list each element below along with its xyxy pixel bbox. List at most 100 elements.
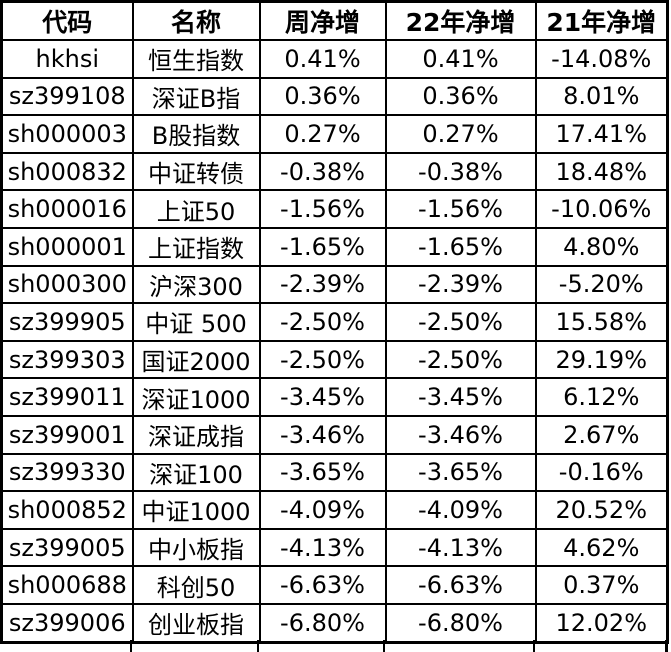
cell-name[interactable]: 上证50 [131, 189, 261, 229]
cell-y21-net[interactable]: 12.02% [534, 602, 669, 644]
cell-code[interactable]: sz399905 [0, 302, 134, 342]
cell-name[interactable]: B股指数 [131, 114, 261, 154]
cell-week-net[interactable]: -4.13% [258, 527, 387, 568]
cell-week-net[interactable]: -2.50% [258, 339, 387, 380]
cell-name[interactable]: 深证1000 [131, 377, 261, 417]
cell-name[interactable]: 深证100 [131, 452, 261, 493]
cell-y22-net[interactable]: 0.41% [384, 39, 537, 79]
table-row: sh000852 中证1000 -4.09% -4.09% 20.52% [0, 490, 669, 530]
cell-code[interactable]: sh000832 [0, 151, 134, 192]
cell-week-net[interactable]: -2.39% [258, 264, 387, 305]
cell-y22-net[interactable]: -3.65% [384, 452, 537, 493]
cell-week-net[interactable]: -3.45% [258, 377, 387, 417]
cell-y21-net[interactable]: 29.19% [534, 339, 669, 380]
cell-week-net[interactable]: -3.46% [258, 414, 387, 455]
table-row: sz399005 中小板指 -4.13% -4.13% 4.62% [0, 527, 669, 568]
cell-week-net[interactable]: 0.41% [258, 39, 387, 79]
table-row: sz399108 深证B指 0.36% 0.36% 8.01% [0, 76, 669, 117]
gridline-stub [130, 640, 132, 652]
table-row: sz399330 深证100 -3.65% -3.65% -0.16% [0, 452, 669, 493]
cell-y22-net[interactable]: -6.63% [384, 565, 537, 605]
cell-name[interactable]: 科创50 [131, 565, 261, 605]
cell-code[interactable]: sh000003 [0, 114, 134, 154]
cell-code[interactable]: sz399006 [0, 602, 134, 644]
cell-name[interactable]: 中证1000 [131, 490, 261, 530]
cell-y22-net[interactable]: -1.56% [384, 189, 537, 229]
cell-y21-net[interactable]: -14.08% [534, 39, 669, 79]
column-header-y22-net[interactable]: 22年净增 [384, 0, 537, 41]
cell-code[interactable]: sz399108 [0, 76, 134, 117]
cell-y22-net[interactable]: -2.50% [384, 339, 537, 380]
cell-y22-net[interactable]: -0.38% [384, 151, 537, 192]
table-row: sh000300 沪深300 -2.39% -2.39% -5.20% [0, 264, 669, 305]
cell-week-net[interactable]: -6.80% [258, 602, 387, 644]
table-row: sz399006 创业板指 -6.80% -6.80% 12.02% [0, 602, 669, 644]
cell-name[interactable]: 恒生指数 [131, 39, 261, 79]
table-row: sz399011 深证1000 -3.45% -3.45% 6.12% [0, 377, 669, 417]
cell-y22-net[interactable]: 0.27% [384, 114, 537, 154]
column-header-y21-net[interactable]: 21年净增 [534, 0, 669, 41]
cell-code[interactable]: sz399001 [0, 414, 134, 455]
cell-week-net[interactable]: 0.36% [258, 76, 387, 117]
cell-y21-net[interactable]: -5.20% [534, 264, 669, 305]
cell-week-net[interactable]: -3.65% [258, 452, 387, 493]
cell-y21-net[interactable]: -10.06% [534, 189, 669, 229]
cell-week-net[interactable]: -1.65% [258, 226, 387, 267]
gridline-stub [383, 640, 385, 652]
cell-y21-net[interactable]: 15.58% [534, 302, 669, 342]
table-row: sh000001 上证指数 -1.65% -1.65% 4.80% [0, 226, 669, 267]
cell-y21-net[interactable]: 4.80% [534, 226, 669, 267]
cell-name[interactable]: 中证 500 [131, 302, 261, 342]
cell-name[interactable]: 上证指数 [131, 226, 261, 267]
cell-name[interactable]: 深证B指 [131, 76, 261, 117]
cell-y22-net[interactable]: 0.36% [384, 76, 537, 117]
column-header-code[interactable]: 代码 [0, 0, 134, 41]
gridline-stub [665, 640, 668, 652]
cell-y22-net[interactable]: -6.80% [384, 602, 537, 644]
cell-name[interactable]: 中证转债 [131, 151, 261, 192]
cell-y21-net[interactable]: -0.16% [534, 452, 669, 493]
cell-y21-net[interactable]: 8.01% [534, 76, 669, 117]
cell-code[interactable]: sz399011 [0, 377, 134, 417]
cell-week-net[interactable]: 0.27% [258, 114, 387, 154]
cell-y21-net[interactable]: 17.41% [534, 114, 669, 154]
cell-week-net[interactable]: -1.56% [258, 189, 387, 229]
cell-y21-net[interactable]: 4.62% [534, 527, 669, 568]
cell-name[interactable]: 国证2000 [131, 339, 261, 380]
cell-y21-net[interactable]: 6.12% [534, 377, 669, 417]
cell-name[interactable]: 深证成指 [131, 414, 261, 455]
cell-code[interactable]: sz399005 [0, 527, 134, 568]
cell-y22-net[interactable]: -4.09% [384, 490, 537, 530]
cell-code[interactable]: sh000016 [0, 189, 134, 229]
cell-y21-net[interactable]: 0.37% [534, 565, 669, 605]
cell-week-net[interactable]: -0.38% [258, 151, 387, 192]
cell-week-net[interactable]: -4.09% [258, 490, 387, 530]
column-header-week-net[interactable]: 周净增 [258, 0, 387, 41]
cell-code[interactable]: sz399330 [0, 452, 134, 493]
cell-code[interactable]: sz399303 [0, 339, 134, 380]
cell-code[interactable]: sh000852 [0, 490, 134, 530]
cell-y22-net[interactable]: -3.45% [384, 377, 537, 417]
cell-y21-net[interactable]: 20.52% [534, 490, 669, 530]
cell-code[interactable]: sh000300 [0, 264, 134, 305]
cell-y22-net[interactable]: -2.50% [384, 302, 537, 342]
cell-code[interactable]: sh000001 [0, 226, 134, 267]
cell-week-net[interactable]: -2.50% [258, 302, 387, 342]
table-row: sz399303 国证2000 -2.50% -2.50% 29.19% [0, 339, 669, 380]
cell-name[interactable]: 创业板指 [131, 602, 261, 644]
cell-week-net[interactable]: -6.63% [258, 565, 387, 605]
cell-y21-net[interactable]: 2.67% [534, 414, 669, 455]
cell-y21-net[interactable]: 18.48% [534, 151, 669, 192]
table-row: sh000832 中证转债 -0.38% -0.38% 18.48% [0, 151, 669, 192]
cell-y22-net[interactable]: -2.39% [384, 264, 537, 305]
cell-name[interactable]: 中小板指 [131, 527, 261, 568]
cell-code[interactable]: hkhsi [0, 39, 134, 79]
cell-code[interactable]: sh000688 [0, 565, 134, 605]
cell-name[interactable]: 沪深300 [131, 264, 261, 305]
column-header-name[interactable]: 名称 [131, 0, 261, 41]
cell-y22-net[interactable]: -1.65% [384, 226, 537, 267]
cell-y22-net[interactable]: -4.13% [384, 527, 537, 568]
cell-y22-net[interactable]: -3.46% [384, 414, 537, 455]
